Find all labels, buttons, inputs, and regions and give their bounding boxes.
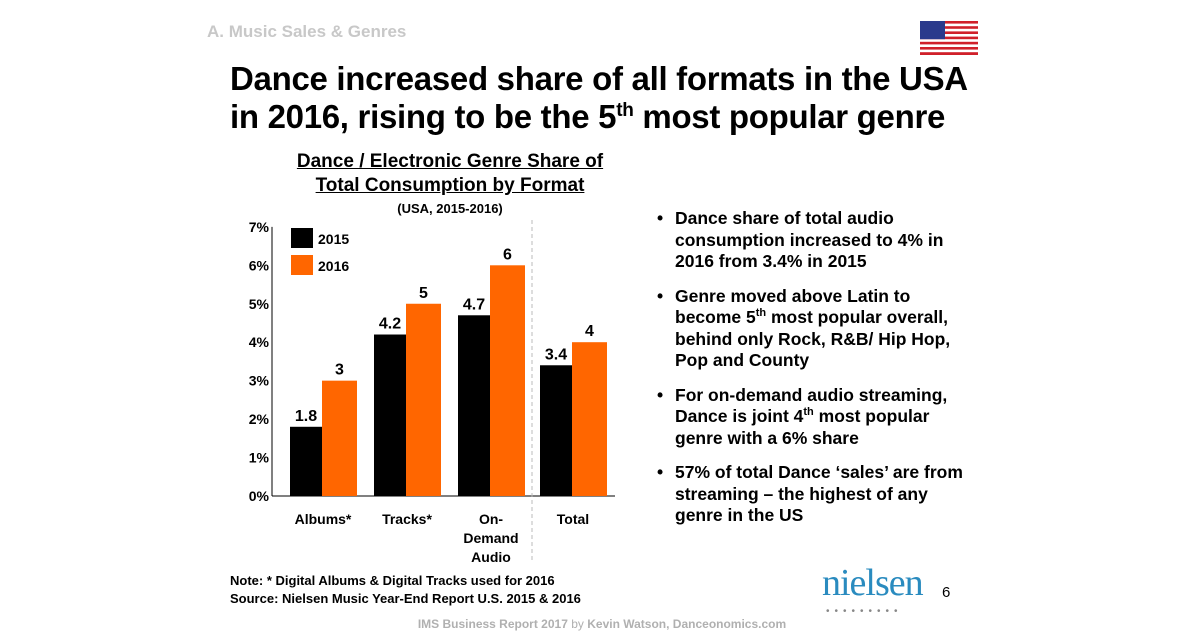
legend-label: 2015 bbox=[318, 231, 349, 247]
bullet-text: most popular overall, behind only Rock, … bbox=[675, 307, 951, 370]
chart-title-line: Dance / Electronic Genre Share of bbox=[296, 151, 604, 172]
legend-label: 2016 bbox=[318, 258, 349, 274]
bullet-sup: th bbox=[803, 406, 814, 419]
source-text: Source: Nielsen Music Year-End Report U.… bbox=[230, 591, 581, 606]
chart-subtitle: (USA, 2015-2016) bbox=[397, 201, 503, 216]
slide-title: Dance increased share of all formats in … bbox=[230, 60, 968, 136]
x-tick-label: Albums* bbox=[295, 511, 352, 527]
y-tick-label: 1% bbox=[249, 450, 270, 466]
nielsen-logo: nielsen bbox=[822, 562, 924, 604]
bar-2016 bbox=[572, 342, 607, 496]
bullet-text: Genre moved above Latin to become 5 bbox=[675, 285, 911, 328]
logo-dots: ••••••••• bbox=[826, 606, 903, 617]
data-label: 5 bbox=[419, 285, 428, 302]
footer: IMS Business Report 2017 by Kevin Watson… bbox=[0, 617, 1204, 631]
data-label: 3.4 bbox=[545, 346, 567, 363]
bar-2015 bbox=[458, 315, 490, 496]
legend-swatch bbox=[291, 255, 313, 275]
y-tick-label: 0% bbox=[249, 488, 270, 504]
chart-title: Dance / Electronic Genre Share of Total … bbox=[260, 150, 640, 198]
data-label: 4.7 bbox=[463, 296, 485, 313]
data-label: 4.2 bbox=[379, 316, 401, 333]
data-label: 1.8 bbox=[295, 408, 317, 425]
bullet-text: For on-demand audio streaming, Dance is … bbox=[675, 384, 948, 427]
bullet-item: Genre moved above Latin to become 5th mo… bbox=[655, 286, 975, 372]
bar-2016 bbox=[322, 380, 357, 496]
footer-by: by bbox=[567, 617, 588, 631]
bullet-item: Dance share of total audio consumption i… bbox=[655, 208, 975, 273]
y-tick-label: 6% bbox=[249, 257, 270, 273]
x-tick-label: On- bbox=[479, 511, 503, 527]
bar-2016 bbox=[406, 303, 441, 496]
title-text: in 2016, rising to be the 5 bbox=[230, 98, 617, 135]
y-tick-label: 7% bbox=[249, 219, 270, 235]
chart-title-line: Total Consumption by Format bbox=[315, 175, 585, 196]
x-tick-label: Total bbox=[557, 511, 589, 527]
footer-author: Kevin Watson, Danceonomics.com bbox=[587, 617, 787, 631]
page-number: 6 bbox=[942, 584, 951, 601]
y-tick-label: 5% bbox=[249, 296, 270, 312]
bullet-text: 57% of total Dance ‘sales’ are from stre… bbox=[675, 462, 963, 525]
title-line-2: in 2016, rising to be the 5th most popul… bbox=[230, 98, 968, 136]
legend-swatch bbox=[291, 228, 313, 248]
y-tick-label: 3% bbox=[249, 373, 270, 389]
x-tick-label: Audio bbox=[471, 549, 511, 565]
footnote: Note: * Digital Albums & Digital Tracks … bbox=[230, 572, 581, 608]
title-line-1: Dance increased share of all formats in … bbox=[230, 60, 968, 97]
y-tick-label: 2% bbox=[249, 411, 270, 427]
bar-2015 bbox=[540, 365, 572, 496]
section-label: A. Music Sales & Genres bbox=[207, 22, 407, 41]
bullet-item: 57% of total Dance ‘sales’ are from stre… bbox=[655, 462, 975, 527]
x-tick-label: Demand bbox=[463, 530, 518, 546]
bullet-list: Dance share of total audio consumption i… bbox=[655, 208, 975, 540]
data-label: 4 bbox=[585, 323, 594, 340]
bar-2015 bbox=[290, 426, 322, 496]
note-text: Note: * Digital Albums & Digital Tracks … bbox=[230, 573, 555, 588]
bar-2015 bbox=[374, 334, 406, 496]
bullet-text: Dance share of total audio consumption i… bbox=[675, 208, 944, 271]
y-tick-label: 4% bbox=[249, 334, 270, 350]
bullet-sup: th bbox=[755, 307, 767, 320]
footer-report: IMS Business Report 2017 bbox=[417, 617, 568, 631]
x-tick-label: Tracks* bbox=[382, 511, 432, 527]
us-flag-icon bbox=[920, 21, 978, 55]
title-text: most popular genre bbox=[633, 98, 946, 135]
bullet-text: most popular genre with a 6% share bbox=[675, 406, 930, 448]
title-sup: th bbox=[616, 100, 634, 121]
bullet-item: For on-demand audio streaming, Dance is … bbox=[655, 385, 975, 450]
data-label: 6 bbox=[503, 246, 512, 263]
bar-2016 bbox=[490, 265, 525, 496]
data-label: 3 bbox=[335, 362, 344, 379]
